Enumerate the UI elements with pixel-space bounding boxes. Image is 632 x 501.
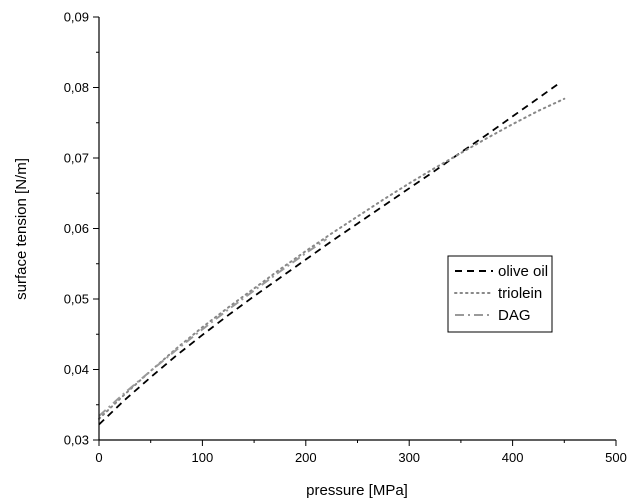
x-axis-title: pressure [MPa] <box>306 482 408 499</box>
x-tick-label: 500 <box>605 450 627 465</box>
y-tick-label: 0,08 <box>64 80 89 95</box>
legend: olive oil triolein DAG <box>447 255 553 333</box>
legend-label-dag: DAG <box>498 307 531 324</box>
series-layer <box>98 82 566 426</box>
y-tick-label: 0,06 <box>64 221 89 236</box>
y-tick-label: 0,05 <box>64 292 89 307</box>
y-tick-label: 0,09 <box>64 10 89 25</box>
legend-label-olive-oil: olive oil <box>498 263 548 280</box>
y-axis-title: surface tension [N/m] <box>13 158 30 300</box>
y-tick-label: 0,07 <box>64 151 89 166</box>
x-tick-label: 0 <box>95 450 102 465</box>
y-tick-label: 0,04 <box>64 362 89 377</box>
x-tick-label: 100 <box>192 450 214 465</box>
legend-box <box>447 255 553 333</box>
y-tick-label: 0,03 <box>64 433 89 448</box>
x-tick-label: 400 <box>502 450 524 465</box>
series-line-olive-oil <box>98 82 560 426</box>
x-tick-label: 300 <box>398 450 420 465</box>
series-line-dag <box>98 238 328 417</box>
series-line-triolein <box>98 97 566 420</box>
x-tick-label: 200 <box>295 450 317 465</box>
legend-label-triolein: triolein <box>498 285 542 302</box>
axes-layer: 0 100 200 300 400 500 0,03 0,04 0,05 0,06 0,07 0,08… <box>64 10 627 466</box>
